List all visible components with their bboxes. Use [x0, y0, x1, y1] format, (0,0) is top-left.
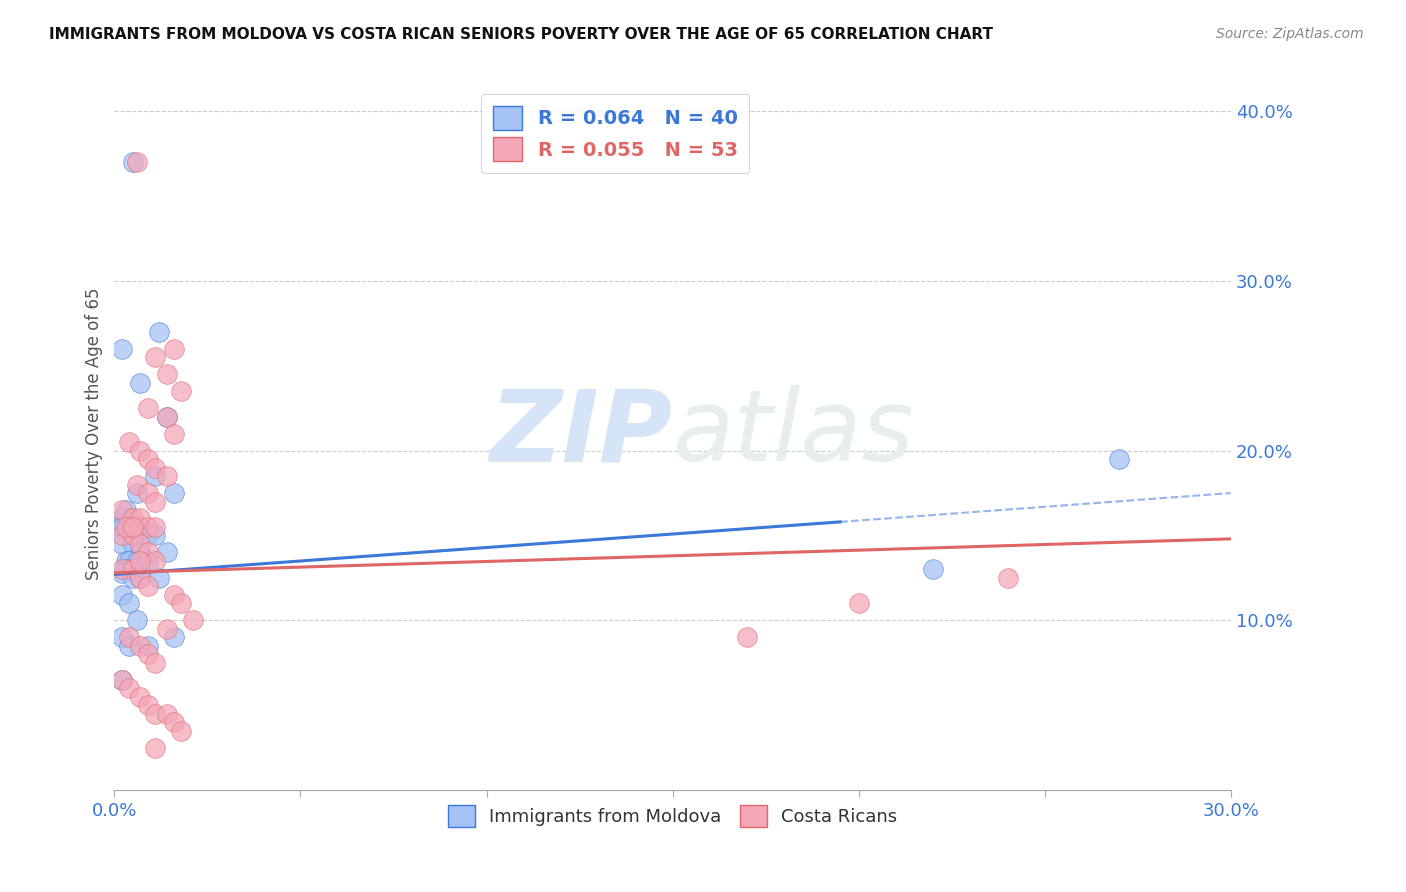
- Point: [155, 409, 177, 424]
- Legend: Immigrants from Moldova, Costa Ricans: Immigrants from Moldova, Costa Ricans: [440, 797, 904, 834]
- Point: [111, 562, 134, 576]
- Point: [125, 477, 148, 491]
- Point: [111, 528, 134, 542]
- Point: [129, 554, 152, 568]
- Y-axis label: Seniors Poverty Over the Age of 65: Seniors Poverty Over the Age of 65: [86, 287, 103, 580]
- Point: [136, 639, 159, 653]
- Point: [163, 426, 186, 441]
- Point: [111, 342, 134, 356]
- Point: [118, 630, 141, 644]
- Point: [129, 537, 152, 551]
- Point: [170, 596, 193, 610]
- Point: [125, 554, 148, 568]
- Point: [136, 528, 159, 542]
- Point: [170, 384, 193, 399]
- Point: [114, 562, 136, 576]
- Point: [118, 520, 141, 534]
- Point: [125, 486, 148, 500]
- Point: [143, 469, 166, 483]
- Point: [181, 613, 204, 627]
- Point: [122, 528, 145, 542]
- Point: [125, 613, 148, 627]
- Point: [111, 537, 134, 551]
- Point: [143, 520, 166, 534]
- Point: [129, 571, 152, 585]
- Point: [155, 545, 177, 559]
- Point: [114, 520, 136, 534]
- Point: [129, 376, 152, 390]
- Text: Source: ZipAtlas.com: Source: ZipAtlas.com: [1216, 27, 1364, 41]
- Point: [136, 647, 159, 661]
- Point: [143, 460, 166, 475]
- Point: [136, 452, 159, 467]
- Point: [136, 486, 159, 500]
- Point: [143, 351, 166, 365]
- Point: [129, 571, 152, 585]
- Point: [129, 690, 152, 704]
- Point: [148, 325, 170, 339]
- Point: [155, 706, 177, 721]
- Point: [163, 486, 186, 500]
- Point: [122, 511, 145, 525]
- Point: [143, 554, 166, 568]
- Point: [118, 681, 141, 695]
- Point: [114, 554, 136, 568]
- Point: [143, 494, 166, 508]
- Point: [122, 155, 145, 169]
- Point: [111, 566, 134, 580]
- Point: [136, 554, 159, 568]
- Point: [111, 588, 134, 602]
- Point: [118, 554, 141, 568]
- Point: [118, 435, 141, 450]
- Text: atlas: atlas: [672, 385, 914, 483]
- Point: [143, 740, 166, 755]
- Text: IMMIGRANTS FROM MOLDOVA VS COSTA RICAN SENIORS POVERTY OVER THE AGE OF 65 CORREL: IMMIGRANTS FROM MOLDOVA VS COSTA RICAN S…: [49, 27, 993, 42]
- Point: [129, 520, 152, 534]
- Point: [107, 520, 129, 534]
- Point: [111, 511, 134, 525]
- Point: [125, 155, 148, 169]
- Point: [136, 401, 159, 416]
- Point: [163, 714, 186, 729]
- Point: [155, 409, 177, 424]
- Point: [136, 698, 159, 712]
- Point: [118, 596, 141, 610]
- Point: [111, 503, 134, 517]
- Point: [129, 545, 152, 559]
- Point: [111, 673, 134, 687]
- Point: [129, 443, 152, 458]
- Point: [922, 562, 945, 576]
- Point: [122, 537, 145, 551]
- Point: [136, 520, 159, 534]
- Point: [143, 656, 166, 670]
- Point: [118, 511, 141, 525]
- Point: [170, 723, 193, 738]
- Point: [129, 511, 152, 525]
- Point: [163, 588, 186, 602]
- Point: [1108, 452, 1130, 467]
- Point: [136, 579, 159, 593]
- Point: [155, 469, 177, 483]
- Point: [111, 520, 134, 534]
- Point: [122, 520, 145, 534]
- Point: [122, 562, 145, 576]
- Point: [118, 639, 141, 653]
- Text: ZIP: ZIP: [489, 385, 672, 483]
- Point: [163, 342, 186, 356]
- Point: [114, 503, 136, 517]
- Point: [155, 368, 177, 382]
- Point: [111, 673, 134, 687]
- Point: [143, 528, 166, 542]
- Point: [122, 571, 145, 585]
- Point: [848, 596, 870, 610]
- Point: [136, 545, 159, 559]
- Point: [129, 639, 152, 653]
- Point: [155, 622, 177, 636]
- Point: [997, 571, 1019, 585]
- Point: [111, 630, 134, 644]
- Point: [163, 630, 186, 644]
- Point: [143, 706, 166, 721]
- Point: [735, 630, 758, 644]
- Point: [148, 571, 170, 585]
